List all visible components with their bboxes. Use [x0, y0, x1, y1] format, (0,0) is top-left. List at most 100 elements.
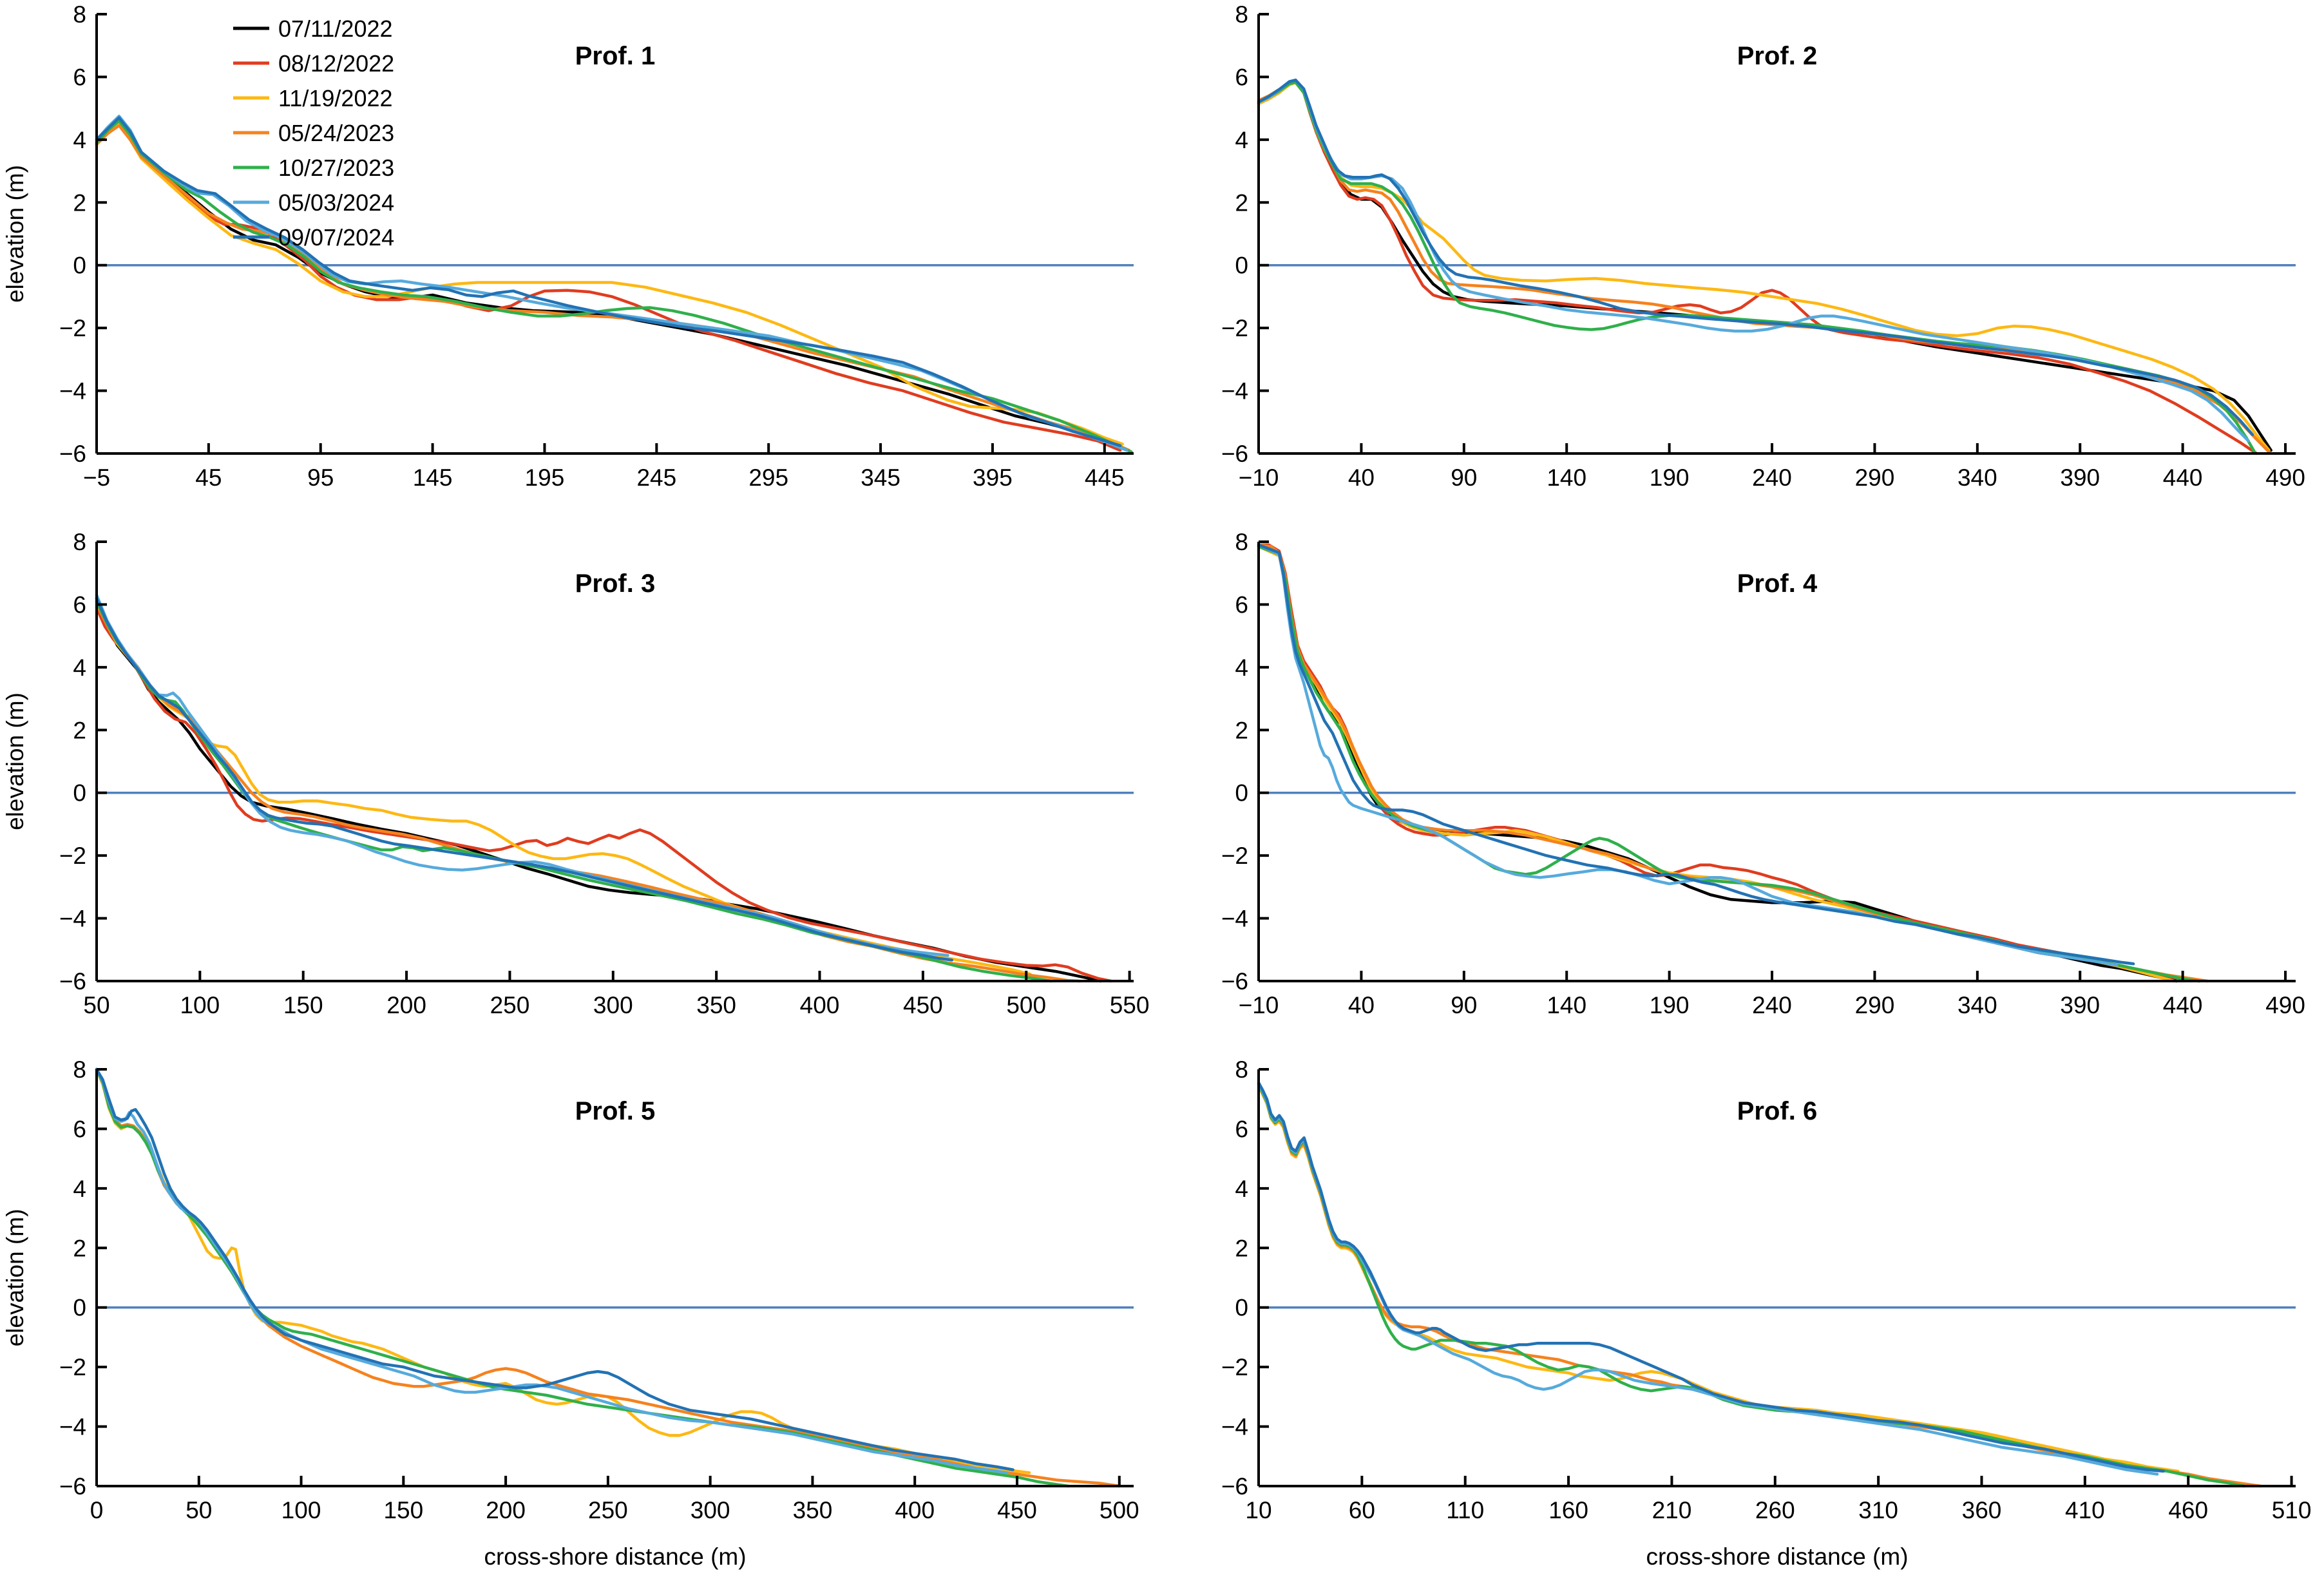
x-tick-label: 60 — [1349, 1497, 1375, 1523]
series-line-11/19/2022 — [1257, 545, 2176, 983]
series-line-05/03/2024 — [1257, 79, 2250, 443]
y-tick-label: −6 — [1221, 1473, 1248, 1500]
chart-title: Prof. 6 — [1737, 1097, 1817, 1125]
y-tick-label: −2 — [59, 843, 86, 869]
y-tick-label: −6 — [1221, 968, 1248, 995]
y-tick-label: 6 — [73, 64, 86, 90]
y-tick-label: 2 — [73, 189, 86, 216]
legend-label-08/12/2022: 08/12/2022 — [278, 50, 394, 77]
y-tick-label: 0 — [73, 1295, 86, 1321]
x-axis-label: cross-shore distance (m) — [1646, 1543, 1908, 1570]
y-tick-label: −2 — [1221, 315, 1248, 341]
x-tick-label: 440 — [2163, 992, 2203, 1018]
chart-prof-6: −6 −4 −2 0 2 4 6 8 10 60 110 160 210 260 310 360 410 460 5… — [1221, 1056, 2312, 1570]
x-tick-label: 440 — [2163, 464, 2203, 491]
x-tick-label: 345 — [861, 464, 900, 491]
x-tick-label: 245 — [636, 464, 676, 491]
x-tick-label: 340 — [1957, 992, 1997, 1018]
series-line-10/27/2023 — [1257, 81, 2256, 453]
y-tick-label: 8 — [73, 529, 86, 555]
legend-label-07/11/2022: 07/11/2022 — [278, 15, 393, 42]
x-tick-label: 290 — [1855, 992, 1895, 1018]
y-tick-label: −4 — [1221, 1414, 1248, 1440]
series-line-09/07/2024 — [1257, 543, 2135, 966]
x-tick-label: −5 — [83, 464, 110, 491]
legend-label-09/07/2024: 09/07/2024 — [278, 224, 394, 251]
x-tick-label: 210 — [1652, 1497, 1692, 1523]
y-tick-label: −4 — [59, 378, 86, 405]
x-tick-label: 140 — [1547, 464, 1586, 491]
chart-title: Prof. 1 — [575, 42, 655, 70]
series-line-09/07/2024 — [95, 1067, 1014, 1471]
x-tick-label: 500 — [1100, 1497, 1139, 1523]
x-tick-label: −10 — [1239, 992, 1279, 1018]
series-line-11/19/2022 — [95, 600, 1032, 976]
series-line-05/03/2024 — [1257, 1082, 2159, 1476]
x-tick-label: 40 — [1348, 992, 1375, 1018]
y-tick-label: 2 — [73, 1235, 86, 1261]
y-tick-label: −6 — [59, 968, 86, 995]
y-axis-label: elevation (m) — [2, 165, 28, 303]
y-tick-label: 0 — [1235, 780, 1248, 806]
panel-prof-4: −6 −4 −2 0 2 4 6 8 −10 40 90 140 190 240 290 340 390 440 4… — [1162, 528, 2324, 1055]
x-tick-label: 410 — [2065, 1497, 2105, 1523]
x-tick-label: 290 — [1855, 464, 1895, 491]
chart-title: Prof. 4 — [1737, 569, 1818, 598]
series-line-11/19/2022 — [95, 122, 1124, 446]
series-line-07/11/2022 — [1257, 545, 2178, 983]
legend-label-05/24/2023: 05/24/2023 — [278, 120, 394, 146]
y-axis-label: elevation (m) — [2, 692, 28, 830]
x-tick-label: 110 — [1446, 1497, 1484, 1523]
x-tick-label: 510 — [2272, 1497, 2312, 1523]
y-tick-label: 2 — [1235, 1235, 1248, 1261]
y-tick-label: 2 — [73, 717, 86, 743]
x-tick-label: −10 — [1239, 464, 1279, 491]
series-line-05/24/2023 — [1257, 543, 2209, 983]
y-tick-label: −6 — [59, 441, 86, 467]
x-tick-label: 0 — [90, 1497, 104, 1523]
x-tick-label: 250 — [588, 1497, 628, 1523]
y-tick-label: 6 — [1235, 591, 1248, 618]
y-tick-label: 8 — [1235, 1056, 1248, 1083]
series-line-10/27/2023 — [95, 600, 1052, 983]
x-tick-label: 140 — [1547, 992, 1586, 1018]
legend: 07/11/2022 08/12/2022 11/19/2022 05/24/2023… — [233, 15, 394, 251]
x-tick-label: 240 — [1752, 464, 1792, 491]
y-tick-label: −2 — [59, 1354, 86, 1380]
series-line-08/12/2022 — [1257, 543, 2201, 983]
x-tick-label: 190 — [1650, 992, 1690, 1018]
series-line-08/12/2022 — [95, 606, 1112, 983]
x-tick-label: 50 — [186, 1497, 212, 1523]
x-tick-label: 550 — [1110, 992, 1150, 1018]
series-line-05/24/2023 — [1257, 79, 2271, 453]
y-tick-label: −4 — [59, 906, 86, 932]
y-tick-label: 6 — [1235, 64, 1248, 90]
y-tick-label: 0 — [1235, 1295, 1248, 1321]
series-line-09/07/2024 — [1257, 79, 2254, 437]
x-tick-label: 300 — [691, 1497, 730, 1523]
y-tick-label: 4 — [1235, 127, 1248, 153]
y-tick-label: −2 — [1221, 1354, 1248, 1380]
x-tick-label: 300 — [593, 992, 633, 1018]
y-tick-label: 0 — [73, 780, 86, 806]
y-tick-label: −4 — [1221, 906, 1248, 932]
legend-label-05/03/2024: 05/03/2024 — [278, 189, 394, 216]
x-tick-label: 145 — [413, 464, 453, 491]
y-tick-label: 0 — [1235, 253, 1248, 279]
y-tick-label: −6 — [59, 1473, 86, 1500]
chart-title: Prof. 3 — [575, 569, 655, 598]
x-tick-label: 90 — [1451, 992, 1477, 1018]
x-tick-label: 45 — [195, 464, 222, 491]
y-tick-label: −4 — [59, 1414, 86, 1440]
chart-title: Prof. 5 — [575, 1097, 655, 1125]
x-tick-label: 350 — [793, 1497, 833, 1523]
y-tick-label: 6 — [73, 591, 86, 618]
series-line-07/11/2022 — [95, 120, 1122, 449]
x-tick-label: 310 — [1858, 1497, 1898, 1523]
x-tick-label: 100 — [180, 992, 220, 1018]
panel-prof-1: −6 −4 −2 0 2 4 6 8 −5 45 95 145 195 245 295 345 395 445 Pr… — [0, 0, 1162, 528]
series-line-09/07/2024 — [95, 596, 954, 962]
series-line-11/19/2022 — [1257, 1084, 2180, 1473]
y-tick-label: −6 — [1221, 441, 1248, 467]
